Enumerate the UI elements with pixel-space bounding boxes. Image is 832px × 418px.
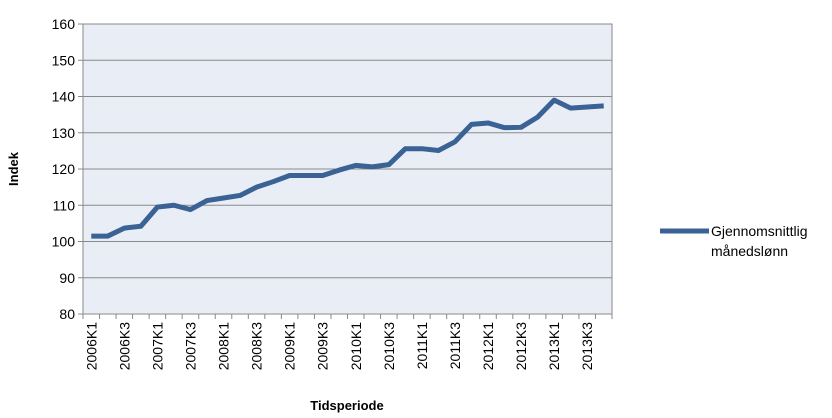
y-tick-label: 140 [52, 89, 76, 105]
x-tick-label: 2007K3 [182, 322, 198, 370]
x-axis-title: Tidsperiode [310, 398, 383, 413]
x-tick-label: 2009K3 [315, 322, 331, 370]
y-tick-label: 120 [52, 161, 76, 177]
x-tick-label: 2006K1 [83, 322, 99, 370]
x-tick-label: 2006K3 [116, 322, 132, 370]
x-tick-label: 2010K3 [381, 322, 397, 370]
x-tick-label: 2012K1 [480, 322, 496, 370]
x-tick-label: 2012K3 [513, 322, 529, 370]
x-tick-label: 2008K1 [216, 322, 232, 370]
x-tick-label: 2009K1 [282, 322, 298, 370]
x-tick-label: 2011K1 [414, 322, 430, 369]
x-tick-label: 2007K1 [149, 322, 165, 370]
y-tick-label: 100 [52, 234, 76, 250]
line-series [91, 97, 604, 239]
y-tick-label: 130 [52, 125, 76, 141]
x-tick-label: 2008K3 [249, 322, 265, 370]
x-tick-label: 2013K1 [546, 322, 562, 370]
y-tick-label: 110 [53, 197, 76, 213]
y-axis-title: Indek [6, 151, 21, 186]
y-tick-label: 80 [59, 306, 75, 322]
x-tick-label: 2010K1 [348, 322, 364, 370]
x-tick-label: 2011K3 [447, 322, 463, 369]
legend-label: Gjennomsnittlig månedslønn [711, 223, 808, 259]
y-tick-label: 90 [59, 270, 75, 286]
y-tick-label: 160 [52, 16, 76, 32]
y-tick-label: 150 [52, 52, 76, 68]
x-tick-label: 2013K3 [579, 322, 595, 370]
